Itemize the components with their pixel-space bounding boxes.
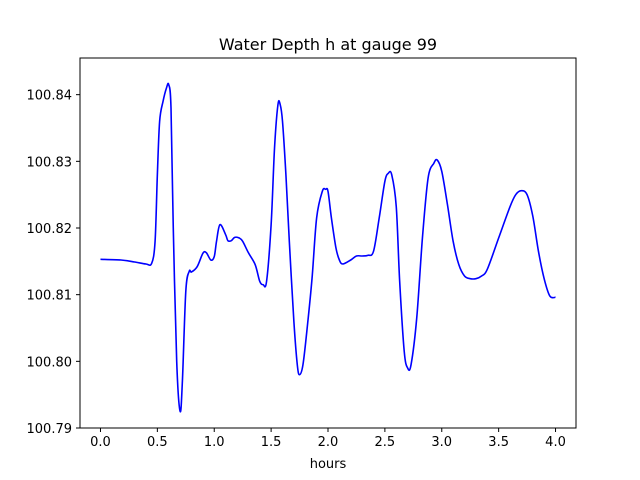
- x-tick-label: 0.0: [90, 435, 111, 450]
- x-tick-label: 1.5: [261, 435, 282, 450]
- y-tick-label: 100.80: [27, 355, 73, 370]
- x-tick-label: 0.5: [147, 435, 168, 450]
- x-tick-label: 3.0: [431, 435, 452, 450]
- y-tick-label: 100.84: [27, 89, 73, 104]
- chart-title: Water Depth h at gauge 99: [219, 35, 437, 54]
- y-tick-label: 100.83: [27, 155, 73, 170]
- plot-frame: [79, 57, 577, 429]
- x-axis-label: hours: [310, 457, 347, 472]
- series-line: [100, 82, 556, 413]
- x-tick-label: 4.0: [545, 435, 566, 450]
- x-tick-label: 1.0: [204, 435, 225, 450]
- x-tick-label: 3.5: [488, 435, 509, 450]
- ticks-layer: 0.0 0.5 1.0 1.5 2.0 2.5 3.0 3.5 4.0 100.79 100.80 1…: [27, 89, 566, 450]
- y-tick-label: 100.82: [27, 222, 73, 237]
- x-tick-label: 2.5: [375, 435, 396, 450]
- y-tick-label: 100.79: [27, 422, 73, 437]
- plot-layer: [100, 82, 556, 413]
- x-tick-label: 2.0: [318, 435, 339, 450]
- y-tick-label: 100.81: [27, 289, 73, 304]
